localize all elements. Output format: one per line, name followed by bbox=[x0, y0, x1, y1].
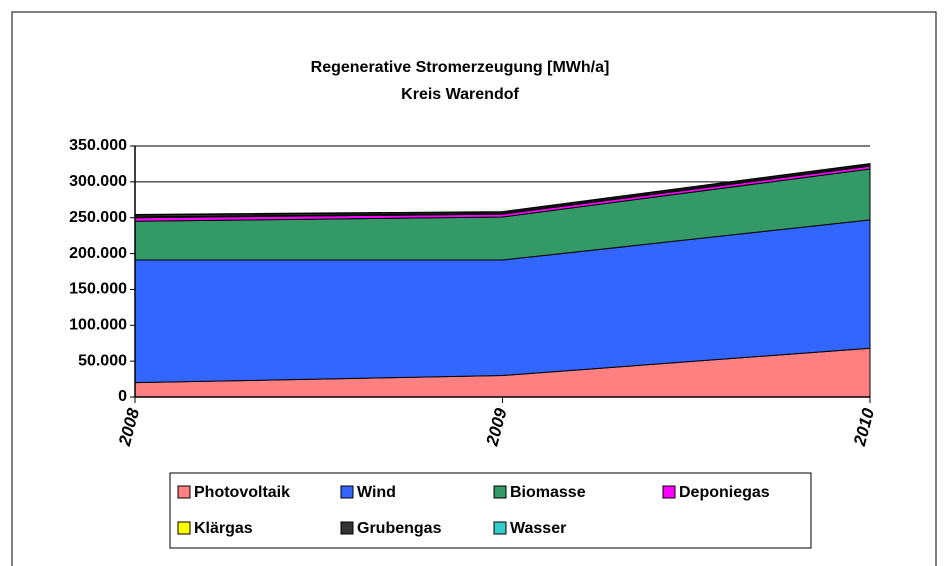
chart-title: Regenerative Stromerzeugung [MWh/a] bbox=[311, 59, 610, 76]
legend-label: Grubengas bbox=[357, 520, 442, 537]
legend-label: Photovoltaik bbox=[194, 484, 290, 501]
y-tick-label: 200.000 bbox=[69, 245, 127, 262]
legend-label: Biomasse bbox=[510, 484, 586, 501]
legend-label: Klärgas bbox=[194, 520, 253, 537]
legend-swatch bbox=[177, 485, 191, 499]
y-tick-label: 150.000 bbox=[69, 281, 127, 298]
legend-box bbox=[169, 472, 812, 549]
legend-label: Wind bbox=[357, 484, 396, 501]
chart-subtitle: Kreis Warendof bbox=[401, 86, 519, 103]
legend-swatch bbox=[177, 521, 191, 535]
legend-swatch bbox=[493, 521, 507, 535]
y-tick-label: 300.000 bbox=[69, 173, 127, 190]
legend-label: Wasser bbox=[510, 520, 566, 537]
y-tick-label: 100.000 bbox=[69, 317, 127, 334]
y-tick-label: 250.000 bbox=[69, 209, 127, 226]
legend-swatch bbox=[493, 485, 507, 499]
y-tick-label: 50.000 bbox=[78, 352, 127, 369]
legend-label: Deponiegas bbox=[679, 484, 770, 501]
legend-swatch bbox=[340, 485, 354, 499]
legend-swatch bbox=[662, 485, 676, 499]
legend-swatch bbox=[340, 521, 354, 535]
y-tick-label: 350.000 bbox=[69, 137, 127, 154]
y-tick-label: 0 bbox=[118, 388, 127, 405]
